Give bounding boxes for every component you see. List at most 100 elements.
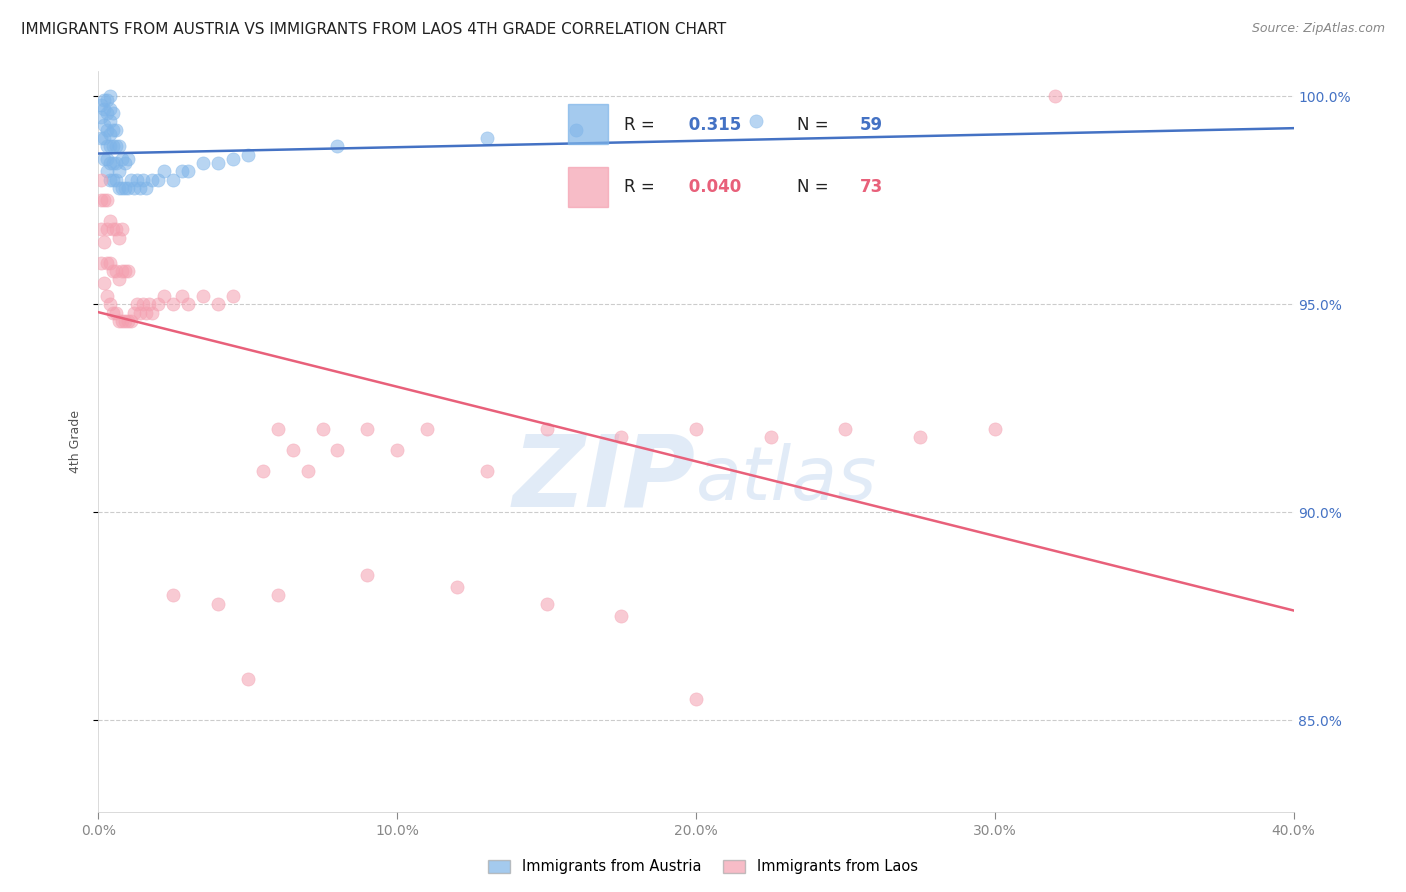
Point [685, 422, 707, 436]
Point [162, 589, 184, 603]
Point [90, 97, 112, 112]
Point [685, 692, 707, 706]
Point [222, 289, 245, 303]
Point [475, 131, 498, 145]
Point [105, 139, 128, 153]
Point [103, 222, 125, 236]
Point [103, 139, 125, 153]
Point [297, 464, 319, 478]
Point [103, 172, 125, 186]
Point [141, 305, 163, 319]
Point [153, 289, 176, 303]
Text: Source: ZipAtlas.com: Source: ZipAtlas.com [1251, 22, 1385, 36]
Point [311, 422, 333, 436]
Point [98, 214, 122, 228]
Point [111, 314, 134, 328]
Point [93, 194, 115, 208]
Point [127, 297, 149, 311]
Point [132, 297, 155, 311]
Point [120, 172, 142, 186]
Point [236, 672, 259, 686]
Point [96, 106, 118, 120]
Point [103, 264, 125, 278]
Point [90, 131, 112, 145]
Point [108, 272, 131, 286]
Point [111, 264, 134, 278]
Point [124, 181, 146, 195]
Point [108, 164, 131, 178]
Point [90, 110, 112, 124]
Point [446, 580, 468, 594]
Point [177, 164, 200, 178]
Point [96, 194, 118, 208]
Text: ZIP: ZIP [513, 430, 696, 527]
Point [111, 222, 134, 236]
Point [207, 597, 229, 611]
Point [105, 264, 128, 278]
Point [90, 255, 112, 269]
Point [98, 102, 122, 116]
Point [117, 314, 139, 328]
Point [129, 305, 152, 319]
Point [96, 164, 118, 178]
Point [98, 139, 122, 153]
Point [105, 122, 128, 136]
Point [105, 172, 128, 186]
Point [267, 589, 290, 603]
Point [108, 139, 131, 153]
Point [610, 609, 633, 624]
Point [141, 172, 163, 186]
Point [114, 264, 136, 278]
Point [96, 222, 118, 236]
Point [207, 156, 229, 170]
Point [98, 127, 122, 141]
Point [93, 131, 115, 145]
Point [96, 255, 118, 269]
Point [207, 297, 229, 311]
Legend: Immigrants from Austria, Immigrants from Laos: Immigrants from Austria, Immigrants from… [482, 854, 924, 880]
Point [153, 164, 176, 178]
Point [93, 94, 115, 108]
Point [93, 102, 115, 116]
Point [252, 464, 274, 478]
Point [96, 152, 118, 166]
Point [475, 464, 498, 478]
Point [96, 94, 118, 108]
Point [111, 181, 134, 195]
Point [236, 147, 259, 161]
Point [120, 314, 142, 328]
Point [117, 264, 139, 278]
Point [148, 172, 170, 186]
Point [98, 172, 122, 186]
Point [135, 305, 157, 319]
Point [103, 122, 125, 136]
Point [90, 222, 112, 236]
Point [172, 289, 194, 303]
Text: atlas: atlas [696, 442, 877, 515]
Point [103, 156, 125, 170]
Point [326, 442, 349, 457]
Point [1043, 89, 1066, 103]
Point [108, 314, 131, 328]
Point [177, 297, 200, 311]
Point [138, 297, 160, 311]
Point [267, 422, 290, 436]
Point [103, 305, 125, 319]
Point [105, 222, 128, 236]
Point [124, 305, 146, 319]
Point [93, 235, 115, 249]
Point [162, 172, 184, 186]
Point [117, 152, 139, 166]
Point [908, 430, 931, 444]
Point [356, 567, 378, 582]
Point [105, 305, 128, 319]
Point [129, 181, 152, 195]
Point [93, 152, 115, 166]
Point [162, 297, 184, 311]
Point [90, 172, 112, 186]
Point [114, 314, 136, 328]
Point [135, 181, 157, 195]
Point [356, 422, 378, 436]
Point [98, 297, 122, 311]
Point [834, 422, 856, 436]
